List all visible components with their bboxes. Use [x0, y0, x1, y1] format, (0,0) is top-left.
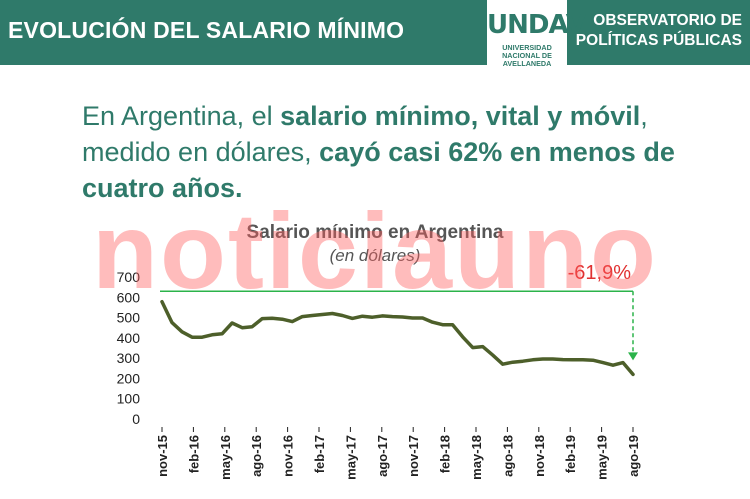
headline-bold-2: cayó casi 62% en menos de cuatro años.: [82, 137, 675, 203]
headline-part-2: , medido en dólares,: [82, 101, 648, 167]
logo-subtitle: UNIVERSIDAD NACIONAL DE AVELLANEDA: [487, 44, 567, 68]
x-tick-label: ago-19: [626, 435, 641, 477]
y-tick-label: 100: [117, 391, 141, 407]
y-tick-label: 500: [117, 310, 141, 326]
y-tick-label: 200: [117, 370, 141, 386]
headline-part-1: En Argentina, el: [82, 101, 281, 131]
undav-logo: UNDAV UNIVERSIDAD NACIONAL DE AVELLANEDA: [487, 0, 586, 82]
x-tick-label: nov-16: [281, 435, 296, 477]
x-tick-label: feb-19: [563, 435, 578, 473]
x-tick-label: nov-18: [532, 435, 547, 477]
page-title: EVOLUCIÓN DEL SALARIO MÍNIMO: [8, 17, 405, 43]
drop-annotation: -61,9%: [568, 262, 632, 284]
headline-bold-1: salario mínimo, vital y móvil: [280, 101, 641, 131]
observatorio-line-2: POLÍTICAS PÚBLICAS: [575, 32, 742, 49]
x-tick-label: feb-18: [438, 435, 453, 473]
x-tick-label: may-19: [595, 435, 610, 480]
x-tick-label: nov-15: [155, 435, 170, 477]
x-tick-label: feb-16: [186, 435, 201, 473]
logo-sub-line-2: NACIONAL DE: [502, 51, 552, 60]
y-tick-label: 700: [117, 269, 141, 285]
logo-sub-line-3: AVELLANEDA: [502, 59, 552, 68]
x-tick-label: may-16: [218, 435, 233, 480]
header-bar: EVOLUCIÓN DEL SALARIO MÍNIMO OBSERVATORI…: [0, 0, 750, 65]
x-tick-label: nov-17: [406, 435, 421, 477]
y-tick-label: 600: [117, 289, 141, 305]
observatorio-line-1: OBSERVATORIO DE: [593, 12, 742, 29]
y-tick-label: 400: [117, 330, 141, 346]
logo-sub-line-1: UNIVERSIDAD: [502, 43, 552, 52]
x-tick-label: may-17: [343, 435, 358, 480]
x-tick-label: ago-16: [249, 435, 264, 477]
observatorio-label: OBSERVATORIO DE POLÍTICAS PÚBLICAS: [562, 11, 742, 51]
x-tick-label: may-18: [469, 435, 484, 480]
y-tick-label: 300: [117, 350, 141, 366]
headline: En Argentina, el salario mínimo, vital y…: [82, 98, 682, 206]
salary-series-line: [160, 299, 635, 377]
x-tick-label: feb-17: [312, 435, 327, 473]
x-tick-label: ago-18: [500, 435, 515, 477]
chart-title: Salario mínimo en Argentina: [246, 222, 504, 243]
y-tick-label: 0: [132, 411, 140, 427]
drop-arrow-head: [628, 352, 638, 361]
x-tick-label: ago-17: [375, 435, 390, 477]
chart-subtitle: (en dólares): [329, 246, 421, 265]
